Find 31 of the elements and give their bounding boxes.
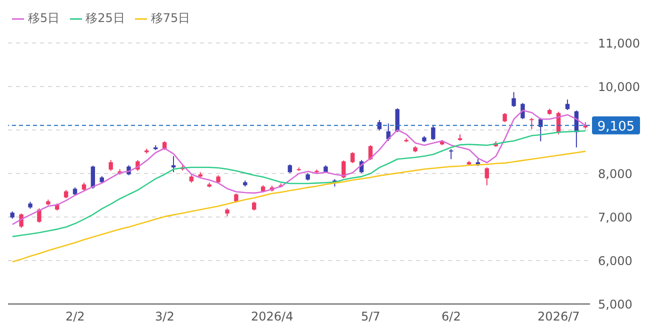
legend-label: 移75日 <box>150 11 190 25</box>
candlestick <box>171 156 176 173</box>
candlestick <box>502 112 507 123</box>
y-tick-label: 10,000 <box>598 80 640 94</box>
candlestick <box>37 208 42 224</box>
y-tick-label: 8,000 <box>598 166 632 181</box>
candlestick <box>484 166 489 186</box>
candlestick <box>448 148 454 160</box>
candlestick <box>512 92 516 108</box>
y-tick-label: 6,000 <box>598 254 632 268</box>
y-tick-label: 5,000 <box>598 297 632 312</box>
x-tick-label: 2026/4 <box>251 310 294 324</box>
candlestick <box>108 160 113 172</box>
candlestick <box>520 102 525 120</box>
ref-line-label: 9,105 <box>597 119 635 134</box>
x-tick-label: 5/7 <box>360 310 380 324</box>
candlestick <box>431 124 436 141</box>
x-tick-label: 3/2 <box>155 310 174 324</box>
y-tick-label: 7,000 <box>598 210 632 224</box>
x-tick-label: 6/2 <box>442 310 461 324</box>
legend-label: 移25日 <box>86 11 125 25</box>
line-series <box>12 110 586 226</box>
x-tick-label: 2026/7 <box>538 310 580 324</box>
candlestick <box>350 152 355 164</box>
legend-label: 移5日 <box>28 11 60 25</box>
candlestick <box>90 165 96 190</box>
candlestick <box>530 117 534 130</box>
line-series <box>12 150 586 262</box>
candlestick <box>565 99 570 110</box>
y-tick-label: 11,000 <box>598 36 640 50</box>
x-tick-label: 2/2 <box>66 310 85 324</box>
